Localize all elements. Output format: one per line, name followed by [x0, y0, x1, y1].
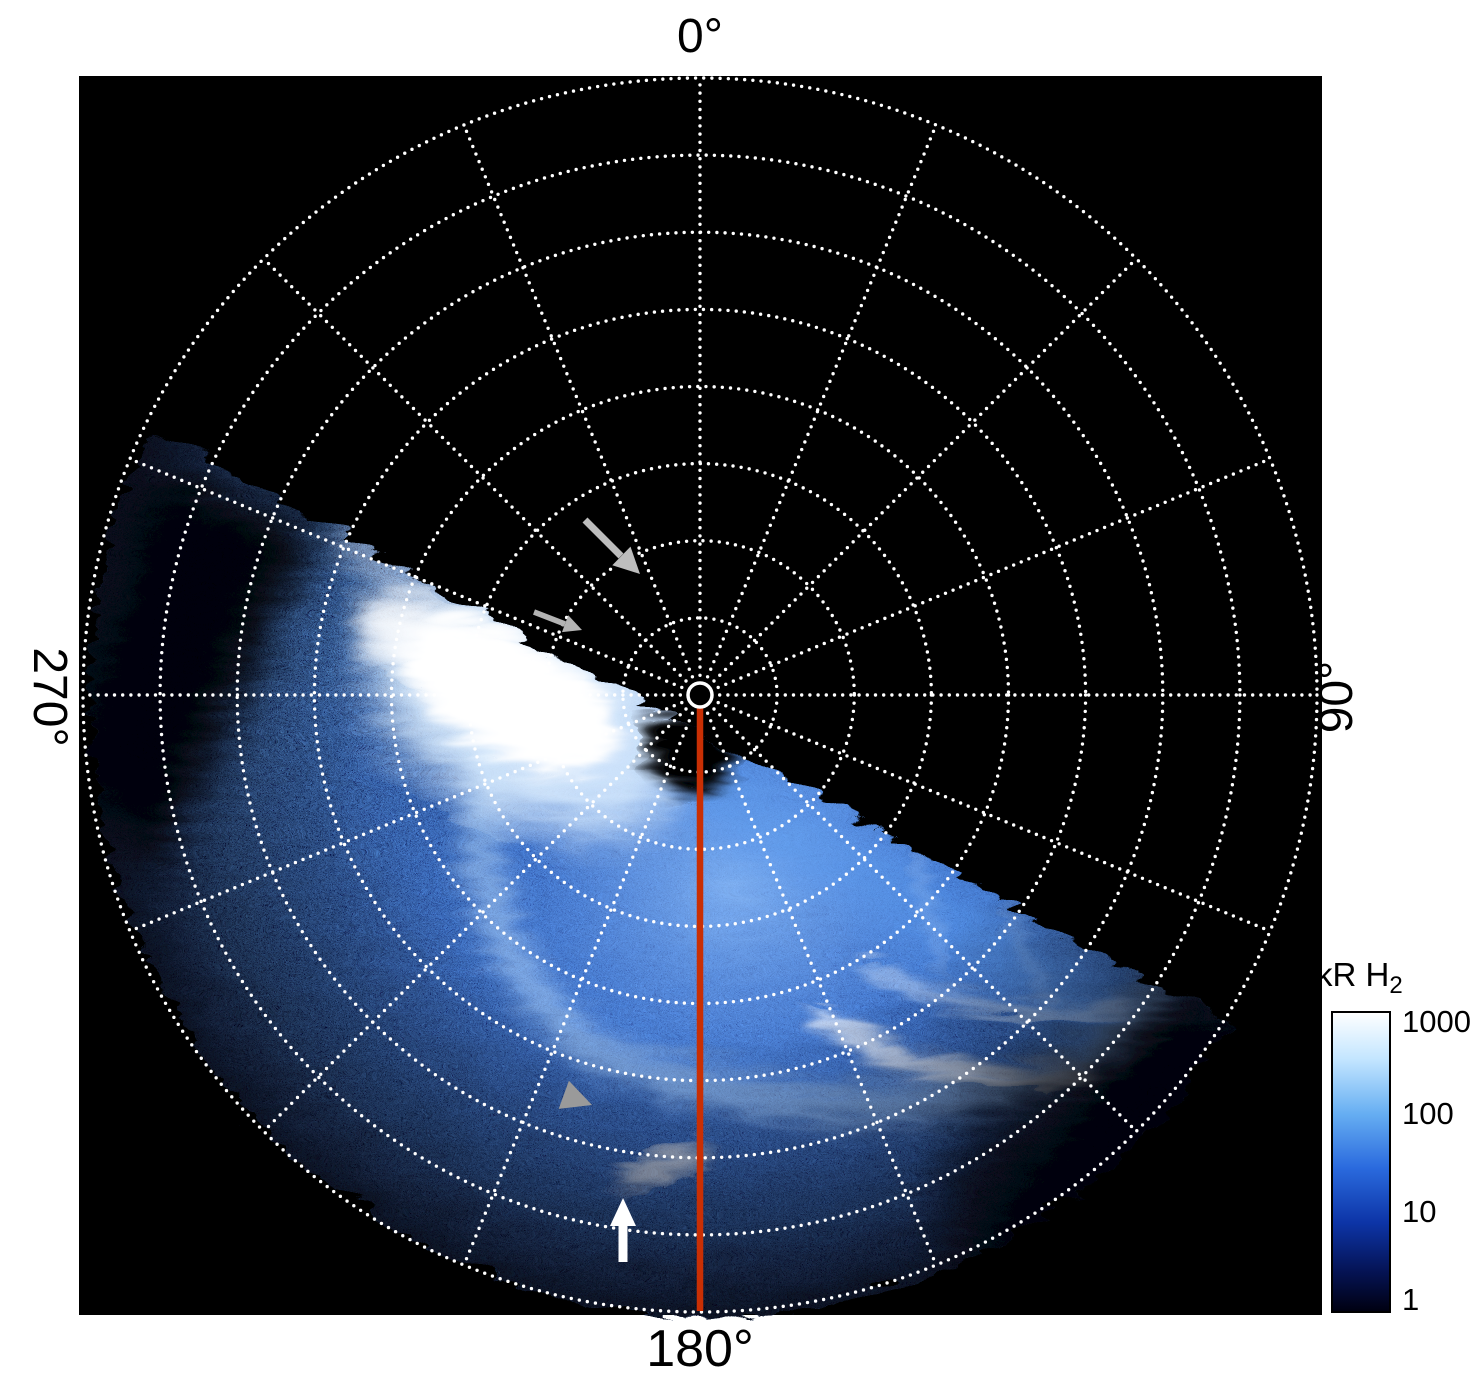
gray-arrowhead [558, 1080, 592, 1109]
colorbar-gradient [1331, 1011, 1391, 1313]
colorbar-tick-10: 10 [1402, 1194, 1436, 1229]
angle-label-90: 90° [1310, 661, 1363, 734]
grid-spoke [462, 123, 695, 679]
colorbar-tick-1: 1 [1402, 1282, 1419, 1317]
grid-spoke [705, 123, 938, 679]
colorbar: kR H2 1000 100 10 1 [1316, 956, 1471, 1317]
grid-spoke [128, 457, 684, 690]
white-arrow-up [610, 1198, 636, 1262]
angle-label-0: 0° [677, 10, 723, 63]
grid-ring [81, 76, 1319, 1314]
grid-ring [544, 539, 857, 852]
annotations [533, 517, 640, 1262]
grid-spoke [128, 700, 684, 933]
grid-spoke [462, 711, 695, 1267]
grid-spoke [716, 457, 1272, 690]
grid-ring [158, 153, 1242, 1237]
gray-arrow-lower [533, 609, 582, 633]
angle-label-180: 180° [646, 1320, 754, 1378]
grid-spoke [705, 711, 938, 1267]
grid-spoke [712, 257, 1139, 683]
colorbar-tick-100: 100 [1402, 1096, 1454, 1131]
grid-spoke [712, 707, 1139, 1134]
grid-spoke [262, 707, 688, 1134]
grid-spoke [262, 257, 688, 683]
pole-marker [686, 681, 714, 709]
grid-spoke [716, 700, 1272, 933]
gray-arrow-upper [582, 517, 640, 574]
angle-label-270: 270° [23, 647, 76, 746]
colorbar-title: kR H2 [1316, 956, 1403, 999]
colorbar-tick-1000: 1000 [1402, 1004, 1471, 1039]
